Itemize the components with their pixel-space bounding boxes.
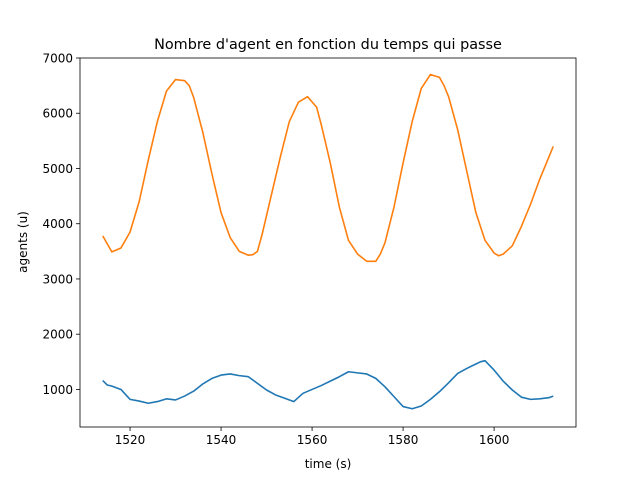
y-tick-label: 4000 — [42, 217, 73, 231]
x-axis-ticks: 1520 1540 1560 1580 1600 — [115, 427, 510, 447]
x-tick-label: 1580 — [388, 433, 419, 447]
y-tick-label: 3000 — [42, 272, 73, 286]
y-tick-label: 1000 — [42, 383, 73, 397]
x-tick-label: 1520 — [115, 433, 146, 447]
plot-frame — [79, 57, 577, 428]
y-tick-label: 6000 — [42, 107, 73, 121]
y-tick-label: 5000 — [42, 162, 73, 176]
x-tick-label: 1540 — [206, 433, 237, 447]
series-line-2 — [102, 359, 554, 410]
x-tick-label: 1560 — [297, 433, 328, 447]
y-tick-label: 7000 — [42, 52, 73, 66]
x-tick-label: 1600 — [479, 433, 510, 447]
chart-title: Nombre d'agent en fonction du temps qui … — [154, 37, 502, 53]
y-axis-ticks: 1000 2000 3000 4000 5000 6000 7000 — [42, 52, 80, 397]
y-tick-label: 2000 — [42, 328, 73, 342]
series-layer — [102, 73, 554, 410]
x-axis-label: time (s) — [305, 457, 352, 471]
y-axis-label: agents (u) — [16, 211, 30, 273]
series-line-1 — [102, 73, 554, 263]
